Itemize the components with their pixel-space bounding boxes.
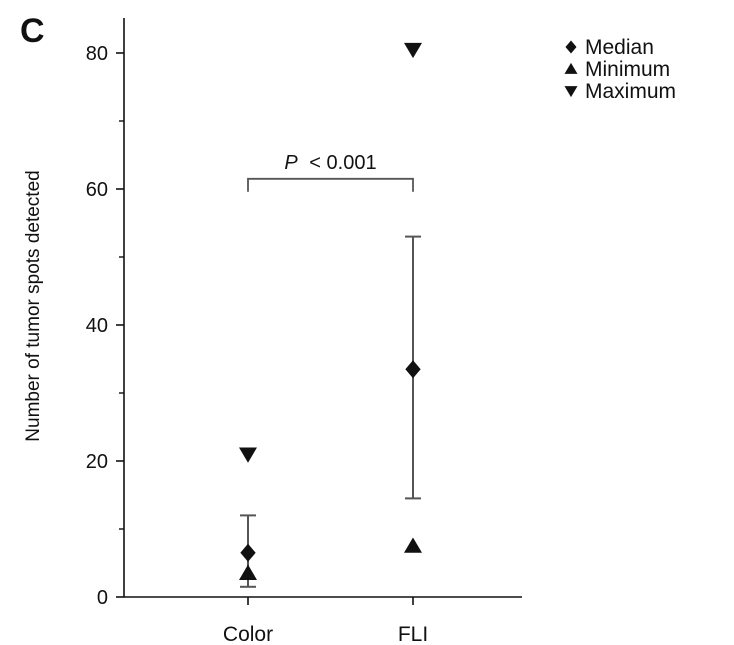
significance-annotation: P < 0.001	[247, 152, 414, 192]
x-tick-label-color: Color	[223, 623, 273, 645]
median-point-color	[240, 543, 256, 562]
median-point-fli	[405, 360, 421, 379]
p-value-text: < 0.001	[309, 152, 376, 174]
y-tick-label: 80	[86, 43, 108, 65]
y-tick-label: 20	[86, 451, 108, 473]
data-points	[239, 42, 422, 580]
maximum-point-fli	[404, 42, 422, 59]
legend-maximum-marker	[564, 86, 578, 98]
x-ticks: Color FLI	[223, 597, 428, 645]
legend-median-marker	[565, 40, 577, 54]
y-ticks: 0 20 40 60 80	[86, 43, 124, 609]
significance-bracket	[247, 177, 414, 192]
p-symbol: P	[284, 152, 298, 174]
y-axis-label: Number of tumor spots detected	[23, 170, 44, 441]
p-value-label: P < 0.001	[284, 152, 376, 174]
y-axis: 0 20 40 60 80	[86, 18, 125, 609]
maximum-point-color	[239, 447, 257, 463]
error-bars	[240, 235, 421, 588]
legend-item-median: Median	[565, 36, 654, 59]
y-tick-label: 60	[86, 179, 108, 201]
x-tick-label-fli: FLI	[398, 623, 428, 645]
x-axis: Color FLI	[124, 596, 522, 645]
y-tick-label: 40	[86, 315, 108, 337]
legend-minimum-label: Minimum	[585, 58, 670, 81]
legend-item-minimum: Minimum	[564, 58, 670, 81]
legend-item-maximum: Maximum	[564, 80, 676, 103]
panel-label: C	[20, 12, 45, 50]
legend-minimum-marker	[564, 62, 578, 74]
minimum-point-fli	[404, 537, 422, 553]
legend-maximum-label: Maximum	[585, 80, 676, 103]
y-tick-label: 0	[97, 587, 108, 609]
minimum-point-color	[239, 564, 257, 580]
legend-median-label: Median	[585, 36, 654, 59]
